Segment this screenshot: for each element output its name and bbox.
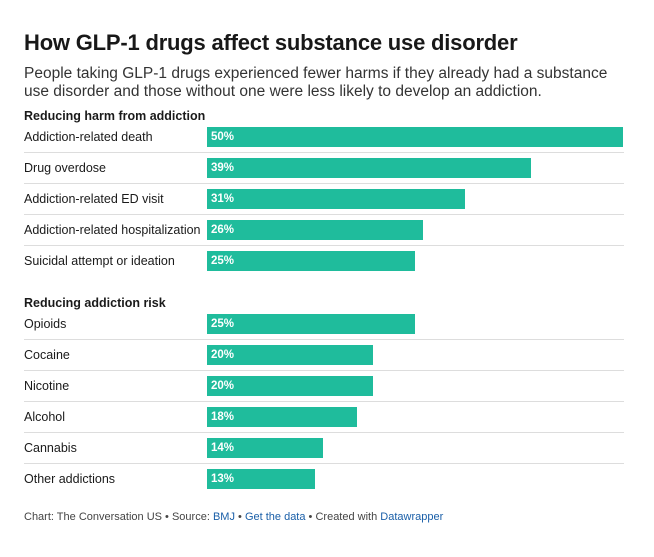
bar	[207, 251, 415, 271]
chart-footer: Chart: The Conversation US • Source: BMJ…	[24, 511, 443, 523]
bar-value-label: 20%	[211, 349, 235, 361]
category-label: Other addictions	[24, 472, 116, 486]
source-link[interactable]: BMJ	[212, 511, 235, 523]
bar	[207, 220, 423, 240]
group-label: Reducing harm from addiction	[24, 109, 206, 123]
category-label: Suicidal attempt or ideation	[24, 254, 175, 268]
bar-row: Cocaine 20%	[24, 340, 624, 371]
bar	[207, 127, 623, 147]
bar	[207, 158, 531, 178]
bar	[207, 438, 323, 458]
category-label: Drug overdose	[24, 161, 106, 175]
category-label: Alcohol	[24, 410, 65, 424]
bar-value-label: 39%	[211, 162, 235, 174]
bar-value-label: 20%	[211, 380, 235, 392]
bar-row: Suicidal attempt or ideation 25%	[24, 246, 624, 277]
chart-credit: Chart: The Conversation US	[24, 511, 162, 523]
bar	[207, 407, 357, 427]
bar-row: Addiction-related death 50%	[24, 122, 624, 153]
source-prefix: Source:	[171, 511, 210, 523]
chart-subtitle: People taking GLP-1 drugs experienced fe…	[24, 65, 608, 100]
category-label: Addiction-related death	[24, 130, 153, 144]
bar-row: Addiction-related ED visit 31%	[24, 184, 624, 215]
chart-title: How GLP-1 drugs affect substance use dis…	[24, 30, 518, 55]
bar-value-label: 31%	[211, 193, 235, 205]
bar-value-label: 25%	[211, 318, 235, 330]
bar-row: Other addictions 13%	[24, 464, 624, 495]
footer-separator: •	[308, 511, 313, 523]
bar	[207, 345, 373, 365]
bar	[207, 469, 315, 489]
bar-value-label: 13%	[211, 473, 235, 485]
category-label: Cannabis	[24, 441, 77, 455]
bar	[207, 376, 373, 396]
bar-value-label: 50%	[211, 131, 235, 143]
category-label: Addiction-related ED visit	[24, 192, 164, 206]
bar-row: Drug overdose 39%	[24, 153, 624, 184]
bar-row: Alcohol 18%	[24, 402, 624, 433]
get-data-link[interactable]: Get the data	[244, 511, 306, 523]
bar-row: Addiction-related hospitalization 26%	[24, 215, 624, 246]
bar-value-label: 18%	[211, 411, 235, 423]
bar	[207, 314, 415, 334]
footer-separator: •	[165, 511, 169, 523]
created-with-prefix: Created with	[315, 511, 378, 523]
footer-separator: •	[238, 511, 242, 523]
category-label: Addiction-related hospitalization	[24, 223, 201, 237]
bar-value-label: 14%	[211, 442, 235, 454]
datawrapper-link[interactable]: Datawrapper	[380, 511, 444, 523]
category-label: Nicotine	[24, 379, 70, 393]
category-label: Cocaine	[24, 348, 70, 362]
bar-row: Opioids 25%	[24, 309, 624, 340]
category-label: Opioids	[24, 317, 67, 331]
bar	[207, 189, 465, 209]
bar-row: Nicotine 20%	[24, 371, 624, 402]
bar-value-label: 26%	[211, 224, 235, 236]
group-label: Reducing addiction risk	[24, 296, 166, 310]
bar-value-label: 25%	[211, 255, 235, 267]
bar-row: Cannabis 14%	[24, 433, 624, 464]
